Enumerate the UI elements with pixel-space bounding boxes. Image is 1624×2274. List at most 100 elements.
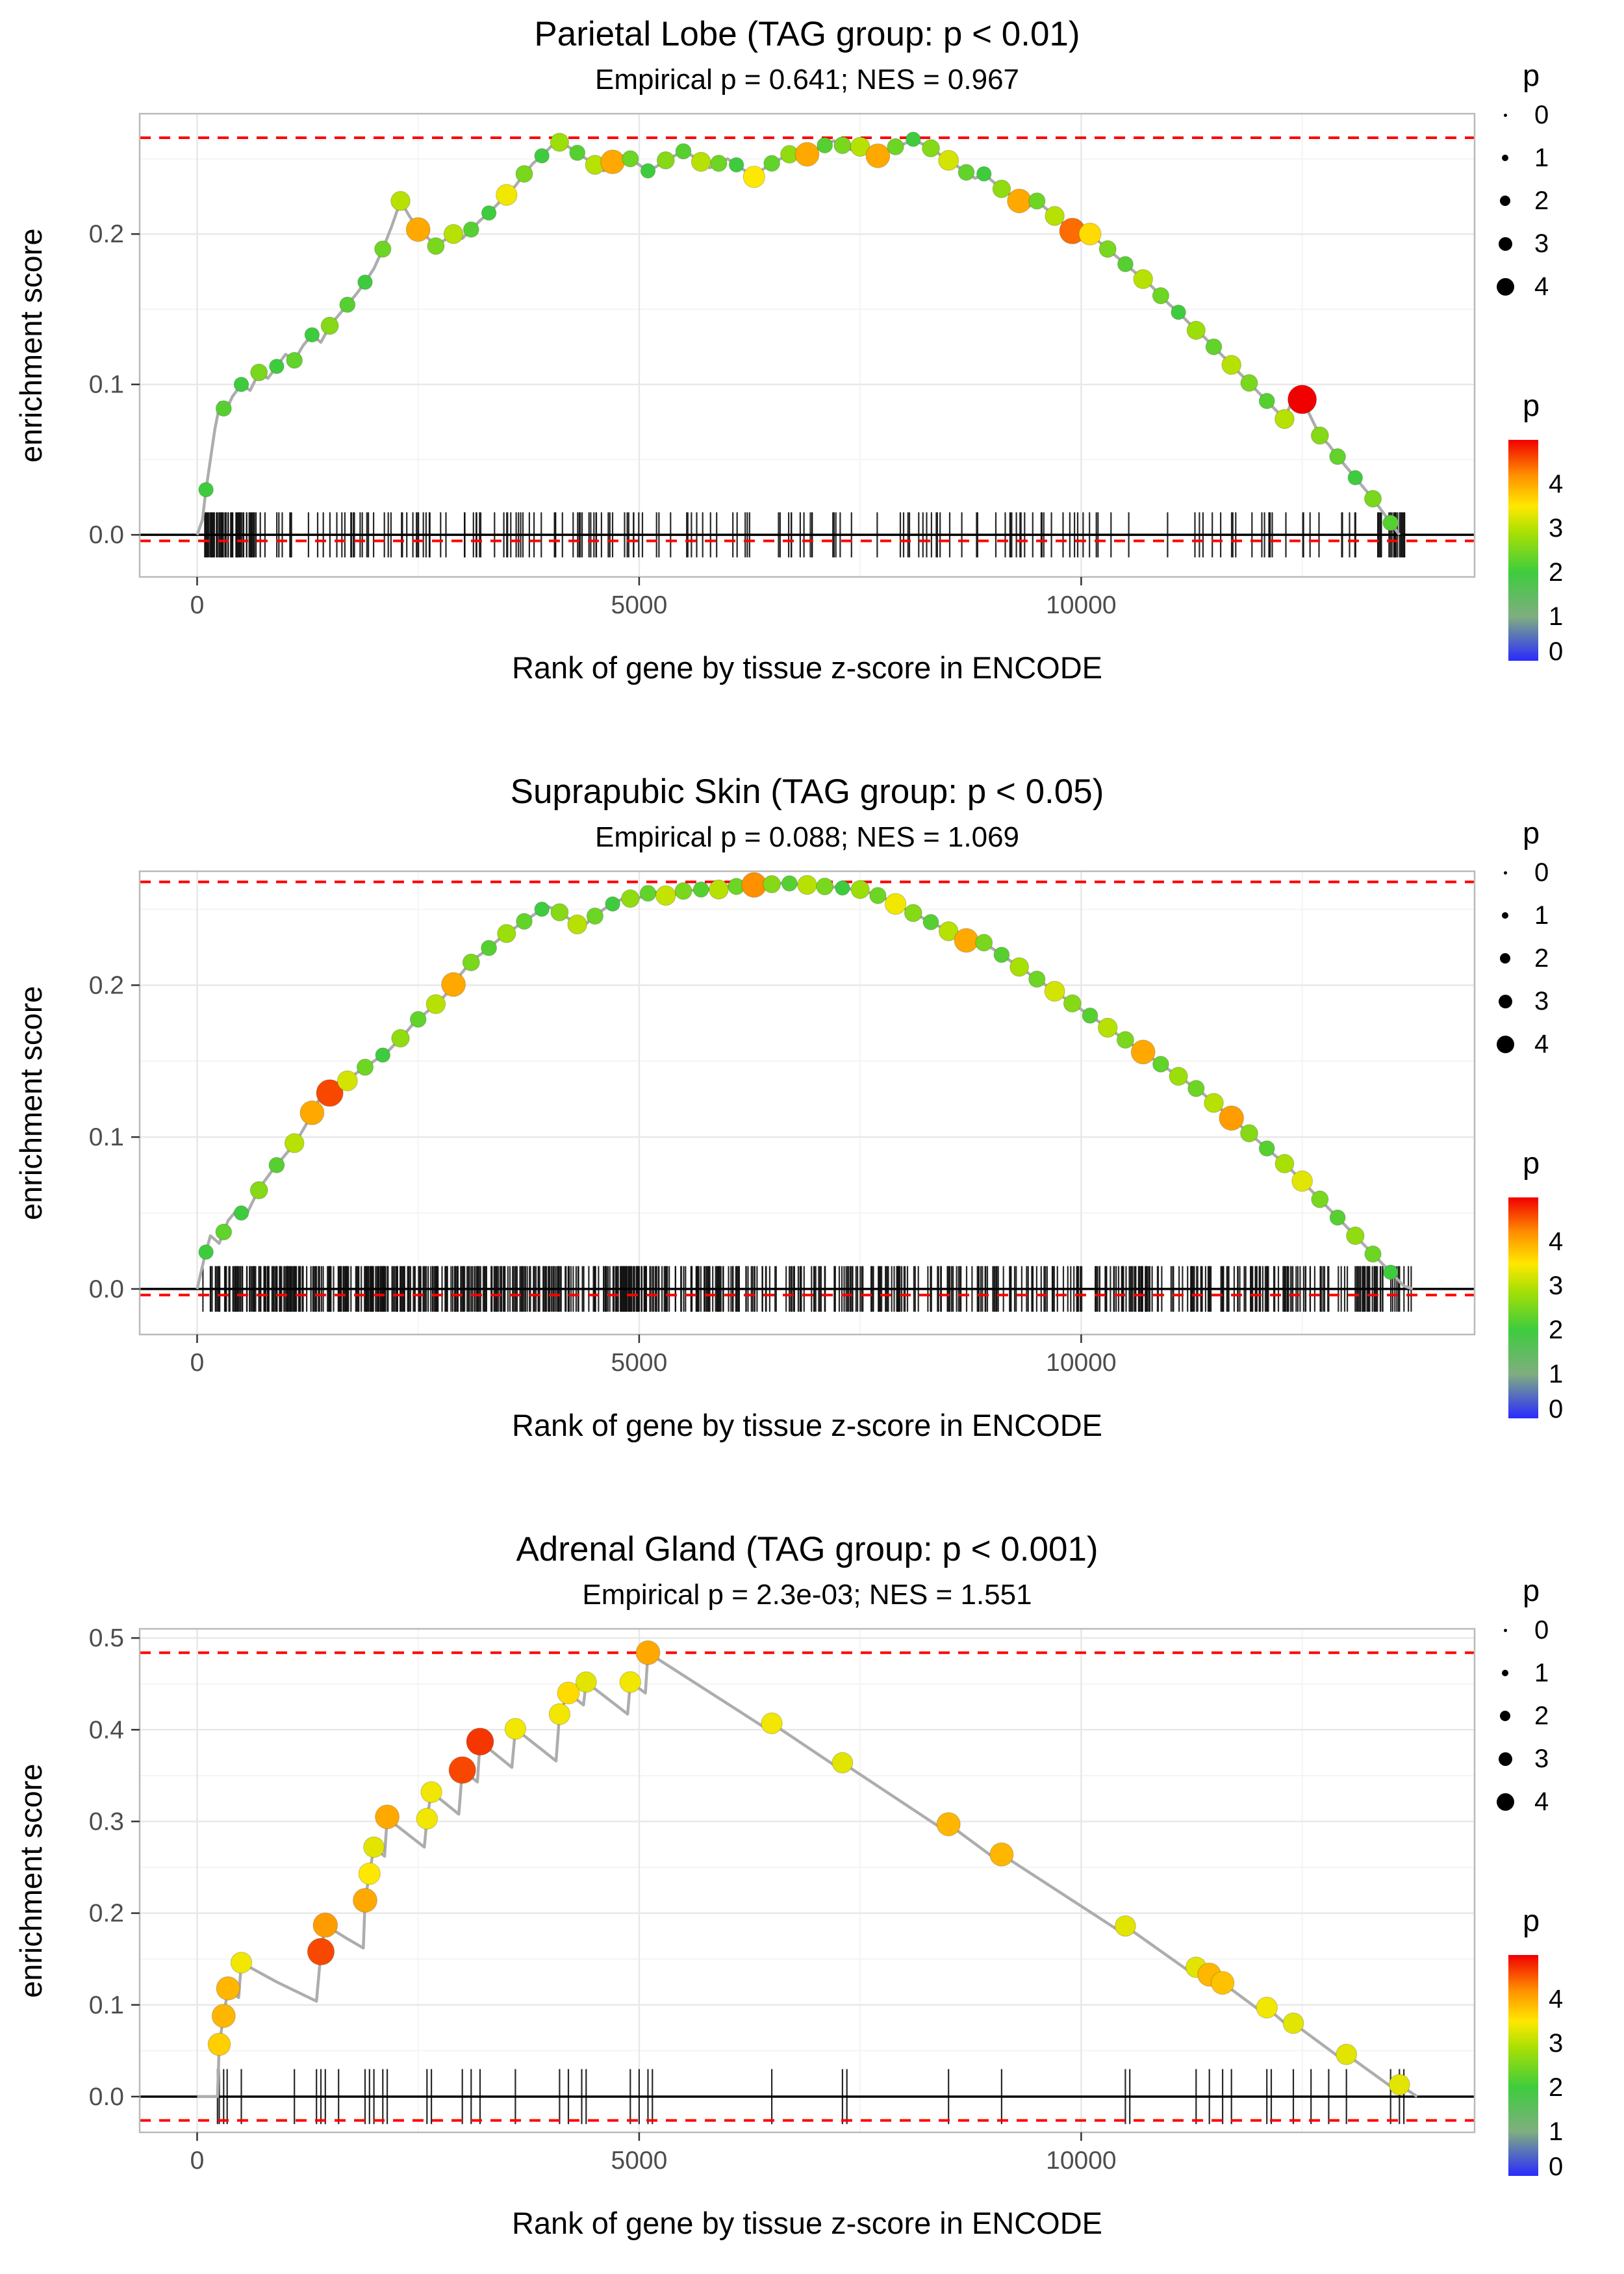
dot-box — [1486, 236, 1524, 251]
size-legend-item: 0 — [1486, 852, 1549, 893]
size-legend-label: 3 — [1534, 229, 1549, 258]
dot-box — [1486, 953, 1524, 964]
dot-box — [1486, 196, 1524, 206]
size-legend-item: 4 — [1486, 1023, 1549, 1065]
y-axis-label: enrichment score — [14, 228, 48, 463]
size-legend-dot — [1498, 1752, 1512, 1766]
legend-column: p 0 1 2 3 4 p 4 3 2 1 0 — [1486, 1515, 1624, 2274]
svg-text:5000: 5000 — [611, 591, 668, 619]
size-legend-dot — [1503, 1628, 1507, 1632]
panel-title: Adrenal Gland (TAG group: p < 0.001) — [516, 1530, 1098, 1568]
color-tick-label: 1 — [1549, 1360, 1564, 1388]
color-gradient-bar — [1508, 1955, 1538, 2176]
size-legend-label: 2 — [1534, 186, 1549, 215]
size-legend-label: 0 — [1534, 100, 1549, 129]
panel-subtitle: Empirical p = 0.088; NES = 1.069 — [594, 821, 1020, 853]
svg-text:0.1: 0.1 — [89, 371, 124, 399]
size-legend-item: 1 — [1486, 895, 1549, 936]
color-tick-label: 4 — [1549, 470, 1564, 498]
x-axis-label: Rank of gene by tissue z-score in ENCODE — [511, 650, 1103, 685]
size-legend-dot — [1496, 1035, 1514, 1053]
size-legend-dot — [1498, 994, 1512, 1008]
svg-text:0.0: 0.0 — [89, 1275, 124, 1303]
panel-suprapubic-skin: 0 5000 10000 0.0 0.1 0.2 Suprapubic Skin (TAG… — [0, 758, 1624, 1515]
color-tick-label: 2 — [1549, 2073, 1564, 2102]
y-axis-label: enrichment score — [14, 986, 48, 1220]
dot-box — [1486, 1035, 1524, 1053]
panel-canvas-3: 0 5000 10000 0.0 0.1 0.2 0.3 0.4 0.5 — [89, 1624, 1476, 2175]
gradient-wrap: 4 3 2 1 0 — [1508, 440, 1619, 666]
color-legend: p 4 3 2 1 0 — [1486, 387, 1619, 666]
size-legend-item: 4 — [1486, 1781, 1549, 1822]
svg-text:0.0: 0.0 — [89, 2083, 124, 2111]
color-tick-label: 4 — [1549, 1227, 1564, 1256]
svg-text:0.2: 0.2 — [89, 1900, 124, 1928]
size-legend-dot — [1503, 871, 1507, 875]
size-legend-item: 3 — [1486, 980, 1549, 1022]
size-legend-item: 2 — [1486, 180, 1549, 222]
dot-box — [1486, 1752, 1524, 1766]
color-legend-title: p — [1523, 1903, 1540, 1937]
size-legend: p 0 1 2 3 4 — [1486, 57, 1549, 307]
size-legend-item: 1 — [1486, 1652, 1549, 1694]
size-legend: p 0 1 2 3 4 — [1486, 815, 1549, 1065]
size-legend-label: 1 — [1534, 901, 1549, 930]
dot-box — [1486, 155, 1524, 161]
color-legend: p 4 3 2 1 0 — [1486, 1145, 1619, 1424]
size-legend-item: 0 — [1486, 94, 1549, 136]
size-legend-dot — [1502, 155, 1508, 161]
size-legend-item: 3 — [1486, 1738, 1549, 1780]
dot-box — [1486, 113, 1524, 117]
dot-box — [1486, 871, 1524, 875]
color-tick-label: 3 — [1549, 514, 1564, 543]
svg-text:0.3: 0.3 — [89, 1808, 124, 1835]
color-legend: p 4 3 2 1 0 — [1486, 1902, 1619, 2181]
size-legend-dot — [1500, 953, 1510, 964]
size-legend-dot — [1500, 196, 1510, 206]
svg-text:0.4: 0.4 — [89, 1716, 124, 1744]
svg-text:0.2: 0.2 — [89, 971, 124, 999]
color-tick-label: 3 — [1549, 2029, 1564, 2058]
svg-text:5000: 5000 — [611, 2147, 668, 2175]
size-legend: p 0 1 2 3 4 — [1486, 1572, 1549, 1822]
color-tick-label: 2 — [1549, 1316, 1564, 1344]
svg-text:0: 0 — [190, 2147, 205, 2175]
panel-parietal-lobe: 0 5000 10000 0.0 0.1 0.2 Parietal Lobe (TAG g… — [0, 0, 1624, 758]
size-legend-title: p — [1523, 1573, 1540, 1607]
svg-text:10000: 10000 — [1046, 1349, 1116, 1377]
size-legend-dot — [1502, 1670, 1508, 1676]
size-legend-dot — [1503, 113, 1507, 117]
dot-box — [1486, 1670, 1524, 1676]
color-tick-label: 1 — [1549, 602, 1564, 631]
color-tick-label: 2 — [1549, 558, 1564, 587]
size-legend-label: 0 — [1534, 1615, 1549, 1644]
gradient-wrap: 4 3 2 1 0 — [1508, 1197, 1619, 1424]
size-legend-label: 3 — [1534, 1744, 1549, 1773]
size-legend-dot — [1498, 236, 1512, 251]
size-legend-title: p — [1523, 815, 1540, 850]
dot-box — [1486, 1628, 1524, 1632]
svg-text:0.1: 0.1 — [89, 1123, 124, 1151]
size-legend-label: 4 — [1534, 1787, 1549, 1816]
size-legend-label: 1 — [1534, 1658, 1549, 1687]
size-legend-dot — [1500, 1711, 1510, 1721]
size-legend-item: 2 — [1486, 938, 1549, 979]
color-legend-title: p — [1523, 1145, 1540, 1180]
size-legend-dot — [1496, 277, 1514, 296]
color-tick-label: 1 — [1549, 2117, 1564, 2146]
size-legend-item: 2 — [1486, 1695, 1549, 1737]
color-tick-label: 3 — [1549, 1271, 1564, 1300]
size-legend-label: 1 — [1534, 143, 1549, 172]
color-tick-label: 0 — [1549, 2153, 1564, 2181]
size-legend-label: 2 — [1534, 943, 1549, 973]
color-gradient-bar — [1508, 1197, 1538, 1418]
svg-text:10000: 10000 — [1046, 591, 1116, 619]
color-tick-label: 4 — [1549, 1985, 1564, 2013]
gradient-wrap: 4 3 2 1 0 — [1508, 1955, 1619, 2181]
size-legend-dot — [1502, 912, 1508, 919]
panel-canvas-1: 0 5000 10000 0.0 0.1 0.2 — [89, 112, 1476, 619]
color-tick-label: 0 — [1549, 637, 1564, 666]
dot-box — [1486, 912, 1524, 919]
size-legend-label: 2 — [1534, 1701, 1549, 1730]
